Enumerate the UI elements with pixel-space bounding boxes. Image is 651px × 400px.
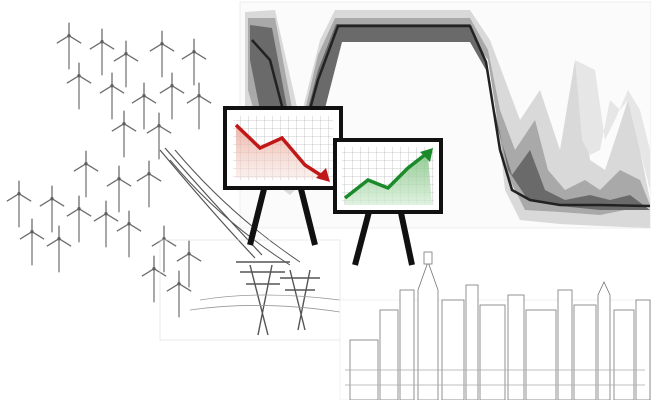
power-lines bbox=[159, 147, 341, 341]
easel-up bbox=[333, 138, 443, 266]
easel-down bbox=[223, 106, 343, 246]
wind-farm bbox=[6, 22, 212, 318]
city-sketch bbox=[339, 251, 651, 400]
